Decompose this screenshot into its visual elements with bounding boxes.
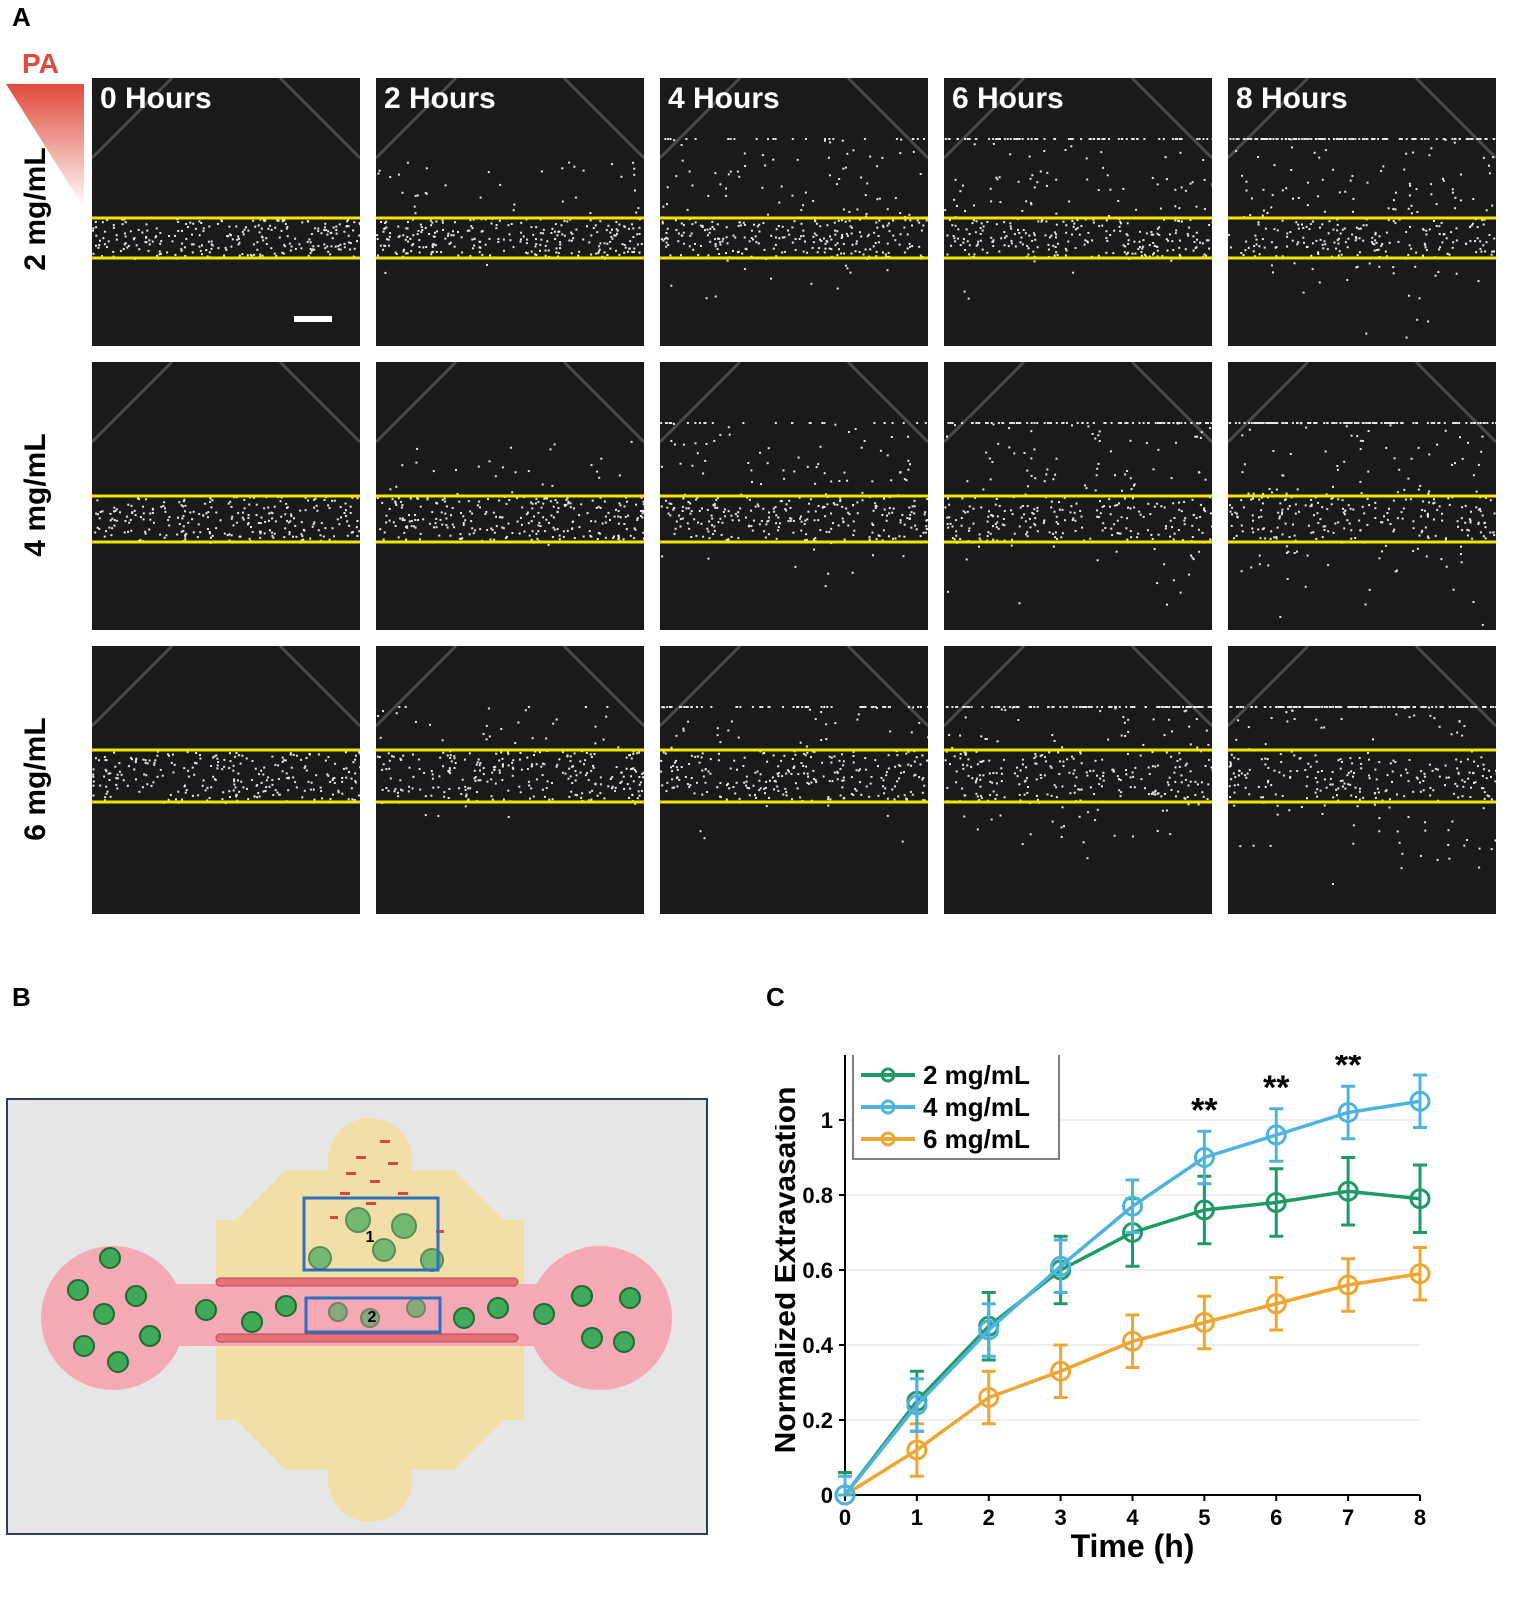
micrograph-tile — [944, 362, 1212, 630]
data-point — [978, 1387, 1000, 1408]
x-tick-label: 7 — [1342, 1505, 1354, 1530]
micrograph-tile — [376, 362, 644, 630]
pa-gradient-triangle — [6, 84, 84, 208]
tile-time-label: 2 Hours — [384, 82, 496, 115]
data-point — [1337, 1274, 1359, 1296]
legend-marker — [880, 1067, 896, 1083]
data-point — [1337, 1102, 1359, 1123]
micrograph-tile — [660, 362, 928, 630]
micrograph-tile: 6 Hours — [944, 78, 1212, 346]
significance-marker: ** — [1263, 1069, 1290, 1107]
x-axis-label: Time (h) — [1071, 1528, 1195, 1564]
panel-a-letter: A — [12, 2, 31, 32]
x-tick-label: 0 — [839, 1505, 851, 1530]
data-point — [1122, 1195, 1143, 1217]
micrograph-tile — [92, 362, 360, 630]
micrograph-tile — [376, 646, 644, 914]
micrograph-tile — [944, 646, 1212, 914]
data-point — [1265, 1293, 1287, 1315]
region-box-1 — [302, 1196, 440, 1272]
data-point — [834, 1484, 856, 1506]
x-tick-label: 1 — [911, 1505, 923, 1530]
x-tick-label: 6 — [1270, 1505, 1282, 1530]
significance-marker: ** — [1407, 1055, 1434, 1073]
y-tick-label: 1.2 — [802, 1055, 833, 1058]
y-tick-label: 0 — [821, 1483, 833, 1508]
y-tick-label: 1 — [821, 1108, 833, 1133]
series-line-2 — [844, 1272, 1421, 1497]
pa-gradient-label: PA — [22, 48, 59, 79]
data-point — [1409, 1188, 1431, 1210]
panel-b-letter: B — [12, 982, 31, 1012]
micrograph-tile — [92, 646, 360, 914]
x-tick-label: 2 — [983, 1505, 995, 1530]
data-point — [1193, 1312, 1215, 1333]
y-tick-label: 0.2 — [802, 1408, 833, 1433]
row-label-2mg: 2 mg/mL — [19, 147, 52, 271]
tile-time-label: 0 Hours — [100, 82, 212, 115]
legend-marker — [880, 1131, 896, 1147]
data-point — [1409, 1263, 1431, 1285]
data-point — [1337, 1180, 1359, 1202]
panel-c-letter: C — [766, 982, 785, 1012]
y-axis-label: Normalized Extravasation — [775, 1087, 802, 1454]
device-schematic: 1 2 — [6, 1098, 708, 1535]
data-point — [906, 1394, 928, 1416]
data-point — [906, 1439, 928, 1461]
row-label-4mg: 4 mg/mL — [19, 433, 52, 557]
significance-marker: ** — [1335, 1055, 1362, 1084]
micrograph-tile — [660, 646, 928, 914]
data-point — [1265, 1192, 1287, 1213]
data-point — [1050, 1255, 1072, 1277]
x-tick-label: 3 — [1055, 1505, 1067, 1530]
y-tick-label: 0.8 — [802, 1183, 833, 1208]
data-point — [1193, 1147, 1215, 1168]
tile-time-label: 8 Hours — [1236, 82, 1348, 115]
tile-time-label: 4 Hours — [668, 82, 780, 115]
data-point — [1265, 1124, 1287, 1146]
data-point — [1409, 1090, 1431, 1112]
x-tick-label: 8 — [1414, 1505, 1426, 1530]
tile-time-label: 6 Hours — [952, 82, 1064, 115]
data-point — [1050, 1360, 1072, 1382]
region-box-2 — [304, 1296, 442, 1334]
micrograph-tile: 8 Hours — [1228, 78, 1496, 346]
micrograph-tile: 2 Hours — [376, 78, 644, 346]
micrograph-tile: 0 Hours — [92, 78, 360, 346]
extravasation-chart: 0 0.2 0.4 0.6 0.8 1 1.2 0 1 2 3 4 5 6 7 8 Time (h) Normal… — [775, 1055, 1434, 1564]
legend-label: 4 mg/mL — [923, 1092, 1030, 1122]
region-label-2: 2 — [368, 1309, 377, 1326]
micrograph-tile: 4 Hours — [660, 78, 928, 346]
row-label-6mg: 6 mg/mL — [19, 717, 52, 841]
data-point — [978, 1319, 1000, 1341]
micrograph-tile — [1228, 362, 1496, 630]
scale-bar — [294, 316, 332, 322]
micrograph-tile — [1228, 646, 1496, 914]
legend-marker — [880, 1099, 896, 1115]
legend-label: 2 mg/mL — [923, 1060, 1030, 1090]
endothelium — [215, 1277, 519, 1343]
data-point — [1193, 1199, 1215, 1221]
significance-marker: ** — [1191, 1091, 1218, 1129]
x-tick-label: 5 — [1198, 1505, 1210, 1530]
region-label-1: 1 — [366, 1229, 375, 1246]
legend-label: 6 mg/mL — [923, 1124, 1030, 1154]
x-tick-label: 4 — [1126, 1505, 1139, 1530]
pa-molecules — [330, 1140, 444, 1233]
data-point — [1122, 1330, 1143, 1352]
series-line-1 — [843, 1099, 1421, 1497]
y-tick-label: 0.4 — [802, 1333, 833, 1358]
y-tick-label: 0.6 — [802, 1258, 833, 1283]
